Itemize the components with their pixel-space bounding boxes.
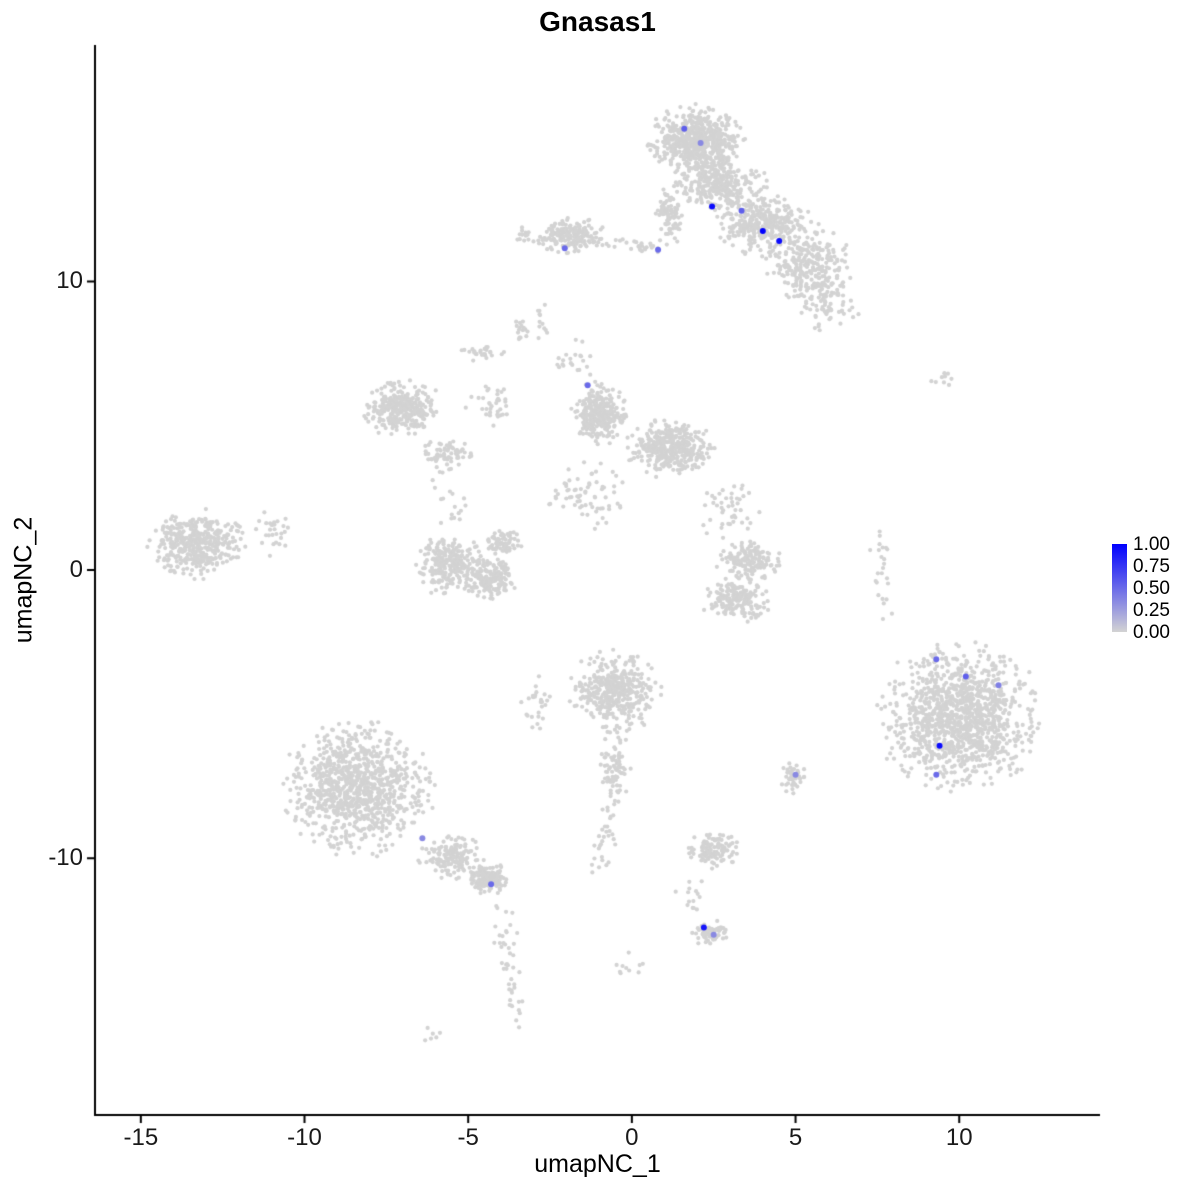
y-tick-label: 0 — [69, 555, 83, 583]
x-tick-label: -15 — [123, 1124, 159, 1151]
legend-label: 1.00 — [1133, 534, 1170, 555]
legend-label: 0.00 — [1133, 622, 1170, 643]
y-tick-label: -10 — [48, 844, 83, 872]
x-tick-label: 5 — [788, 1124, 803, 1151]
legend-label: 0.25 — [1133, 600, 1170, 621]
legend-label: 0.75 — [1133, 556, 1170, 577]
legend-gradient-bar — [1112, 544, 1127, 632]
plot-title: Gnasas1 — [539, 6, 656, 37]
x-tick-label: 0 — [625, 1124, 639, 1151]
legend-label: 0.50 — [1133, 578, 1170, 599]
x-axis-label: umapNC_1 — [534, 1150, 661, 1178]
y-tick-label: 10 — [56, 267, 83, 295]
color-legend: 1.00 0.75 0.50 0.25 0.00 — [1112, 535, 1198, 644]
x-tick-label: -10 — [287, 1124, 322, 1151]
x-tick-label: -5 — [457, 1124, 479, 1151]
x-tick-label: 10 — [945, 1124, 973, 1151]
